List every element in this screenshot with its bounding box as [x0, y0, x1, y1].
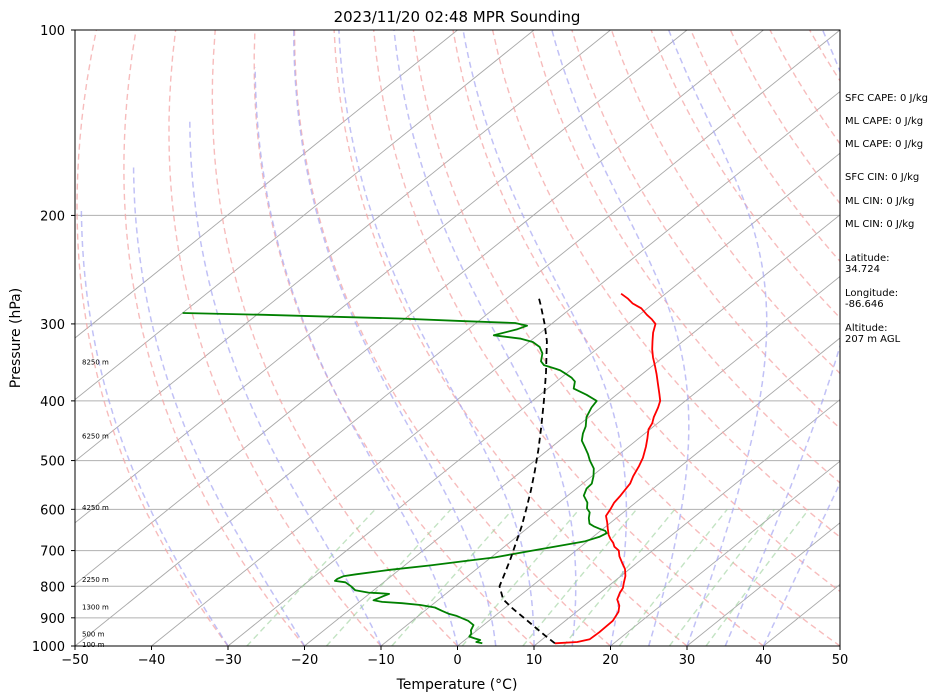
isotherm-line — [227, 152, 840, 646]
dry-adiabat-line — [253, 30, 535, 646]
x-axis-label: Temperature (°C) — [396, 677, 518, 693]
isotherm-line — [304, 214, 840, 646]
x-tick-label: −30 — [214, 653, 241, 668]
dry-adiabat-line — [929, 30, 947, 646]
isotherm-line — [75, 30, 840, 646]
background-grid — [75, 30, 947, 646]
y-tick-label: 600 — [40, 503, 65, 518]
x-tick-label: −40 — [138, 653, 165, 668]
y-tick-label: 500 — [40, 455, 65, 470]
height-label: 500 m — [82, 631, 105, 639]
dry-adiabat-line — [571, 30, 840, 430]
x-axis-ticks: −50 −40 −30 −20 −10 0 10 20 30 40 50 — [61, 646, 848, 668]
mixing-ratio-line — [562, 508, 676, 646]
y-axis-label: Pressure (hPa) — [8, 288, 24, 388]
moist-adiabat-line — [254, 67, 459, 646]
height-label: 100 m — [82, 641, 105, 649]
dry-adiabat-line — [123, 30, 306, 646]
mixing-ratio-line — [391, 508, 514, 646]
mixing-ratio-line — [522, 508, 638, 646]
moist-adiabat-line — [189, 119, 382, 646]
moist-adiabat-line — [338, 30, 535, 646]
isotherm-line — [75, 30, 688, 524]
dry-adiabat-line — [333, 30, 688, 646]
dry-adiabat-line — [412, 30, 840, 646]
x-tick-label: 40 — [755, 653, 772, 668]
dry-adiabat-line — [76, 30, 229, 646]
dry-adiabat-line — [610, 30, 840, 375]
isotherm-line — [151, 91, 840, 646]
x-tick-label: 50 — [832, 653, 849, 668]
moist-adiabat-line — [668, 30, 768, 646]
isotherm-line — [610, 460, 840, 646]
isotherm-line — [533, 399, 840, 646]
isotherm-line — [75, 30, 535, 401]
moist-adiabat-line — [724, 30, 840, 646]
height-label: 6250 m — [82, 432, 109, 440]
height-label: 2250 m — [82, 576, 109, 584]
y-tick-label: 100 — [40, 24, 65, 39]
y-axis-ticks: 100 200 300 400 500 600 700 800 900 1000 — [32, 24, 75, 655]
isotherm-line — [457, 337, 840, 646]
isotherm-line — [75, 30, 458, 339]
altitude-annotation: Altitude: 207 m AGL — [845, 323, 901, 345]
x-tick-label: −10 — [367, 653, 394, 668]
y-tick-label: 800 — [40, 580, 65, 595]
y-tick-label: 300 — [40, 318, 65, 333]
mixing-ratio-line — [246, 508, 376, 646]
x-tick-label: 20 — [602, 653, 619, 668]
mixing-ratio-line — [668, 508, 775, 646]
longitude-annotation: Longitude: -86.646 — [845, 288, 899, 310]
sfc-cape-annotation: SFC CAPE: 0 J/kg — [845, 93, 928, 104]
mixing-ratio-line — [618, 508, 728, 646]
latitude-annotation: Latitude: 34.724 — [845, 253, 890, 275]
dry-adiabat-line — [168, 30, 382, 646]
parcel-path-line — [498, 295, 556, 645]
y-tick-label: 1000 — [32, 640, 65, 655]
isotherm-line — [380, 275, 840, 646]
mixing-ratio-line — [461, 508, 580, 646]
mixing-ratio-line — [705, 508, 810, 646]
ml-cape-annotation: ML CAPE: 0 J/kg — [845, 116, 924, 127]
height-label: 8250 m — [82, 358, 109, 366]
x-tick-label: −50 — [61, 653, 88, 668]
y-tick-label: 700 — [40, 545, 65, 560]
x-tick-label: 10 — [526, 653, 543, 668]
x-tick-label: 30 — [679, 653, 696, 668]
isotherm-line — [686, 522, 840, 646]
y-tick-label: 900 — [40, 612, 65, 627]
moist-adiabat-line — [293, 30, 497, 646]
ml-cape-annotation-2: ML CAPE: 0 J/kg — [845, 139, 924, 150]
moist-adiabat-line — [393, 30, 577, 646]
ml-cin-annotation-2: ML CIN: 0 J/kg — [845, 219, 915, 230]
moist-adiabat-line — [551, 30, 690, 646]
height-label: 1300 m — [82, 603, 109, 611]
chart-title: 2023/11/20 02:48 MPR Sounding — [334, 8, 581, 26]
height-label: 4250 m — [82, 504, 109, 512]
dry-adiabat-line — [373, 30, 764, 646]
moist-adiabat-line — [80, 208, 229, 646]
moist-adiabat-line — [462, 30, 628, 646]
sfc-cin-annotation: SFC CIN: 0 J/kg — [845, 172, 920, 183]
y-tick-label: 400 — [40, 395, 65, 410]
ml-cin-annotation: ML CIN: 0 J/kg — [845, 196, 915, 207]
moist-adiabat-line — [132, 164, 306, 646]
dry-adiabat-line — [211, 30, 458, 646]
dry-adiabat-line — [452, 30, 840, 593]
dry-adiabat-line — [293, 30, 611, 646]
mixing-ratio-line — [325, 508, 452, 646]
sounding-lines — [182, 292, 662, 645]
isotherm-line — [75, 30, 764, 585]
x-tick-label: 0 — [453, 653, 461, 668]
dewpoint-line — [182, 312, 608, 645]
y-tick-label: 200 — [40, 209, 65, 224]
height-labels: 100 m 500 m 1300 m 2250 m 4250 m 6250 m 8250 m — [82, 358, 109, 649]
dry-adiabat-line — [650, 30, 840, 319]
isotherm-line — [75, 30, 611, 462]
x-tick-label: −20 — [291, 653, 318, 668]
temperature-line — [554, 292, 662, 645]
